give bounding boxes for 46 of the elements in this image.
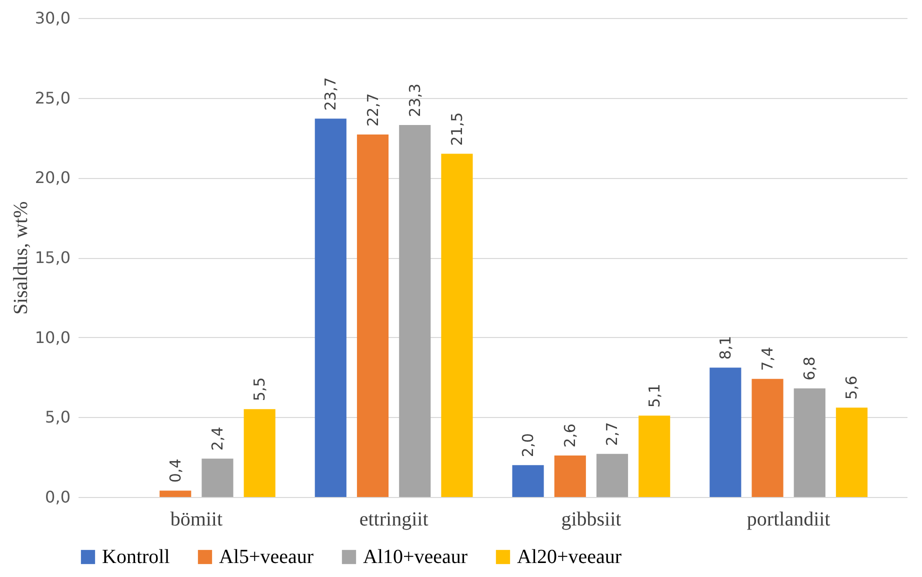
bar [794, 388, 826, 497]
y-tick-label: 25,0 [34, 88, 70, 108]
bar [244, 409, 276, 497]
y-tick-label: 0,0 [45, 488, 70, 506]
bar [836, 408, 868, 497]
legend-label: Al20+veeaur [517, 546, 622, 568]
data-label: 5,1 [645, 384, 664, 408]
y-axis-title: Sisaldus, wt% [10, 201, 32, 315]
y-tick-label: 5,0 [45, 408, 70, 427]
data-label: 7,4 [758, 346, 777, 371]
bar [512, 465, 544, 497]
bar [314, 118, 346, 497]
data-label: 23,3 [406, 84, 424, 117]
x-tick-label: portlandiit [746, 508, 831, 530]
data-label: 23,7 [322, 77, 340, 111]
y-tick-label: 30,0 [34, 8, 70, 28]
bar [638, 416, 670, 497]
y-tick-label: 15,0 [34, 248, 70, 267]
data-label: 21,5 [448, 112, 466, 146]
bar [710, 368, 742, 497]
y-tick-label: 20,0 [34, 168, 70, 188]
legend-label: Kontroll [102, 546, 170, 568]
bar [399, 124, 431, 497]
data-label: 8,1 [716, 336, 734, 360]
data-label: 2,7 [603, 422, 622, 446]
data-label: 2,6 [561, 424, 580, 448]
bar [356, 134, 389, 497]
x-tick-label: bömiit [170, 508, 223, 530]
bar [752, 378, 784, 497]
data-label: 2,4 [208, 426, 226, 451]
data-label: 22,7 [364, 93, 382, 127]
bar [160, 490, 192, 497]
data-label: 5,6 [842, 376, 861, 400]
legend-label: Al5+veeaur [219, 546, 314, 568]
data-label: 0,4 [166, 458, 184, 483]
bar [441, 154, 473, 497]
data-label: 6,8 [800, 356, 819, 380]
x-tick-label: gibbsiit [561, 508, 622, 530]
bar [554, 455, 586, 497]
data-label: 2,0 [519, 433, 538, 458]
legend-label: Al10+veeaur [363, 546, 468, 568]
y-tick-label: 10,0 [34, 328, 70, 347]
data-label: 5,5 [250, 377, 269, 402]
x-tick-label: ettringiit [359, 508, 429, 530]
bar [202, 458, 234, 497]
bar [596, 454, 628, 497]
